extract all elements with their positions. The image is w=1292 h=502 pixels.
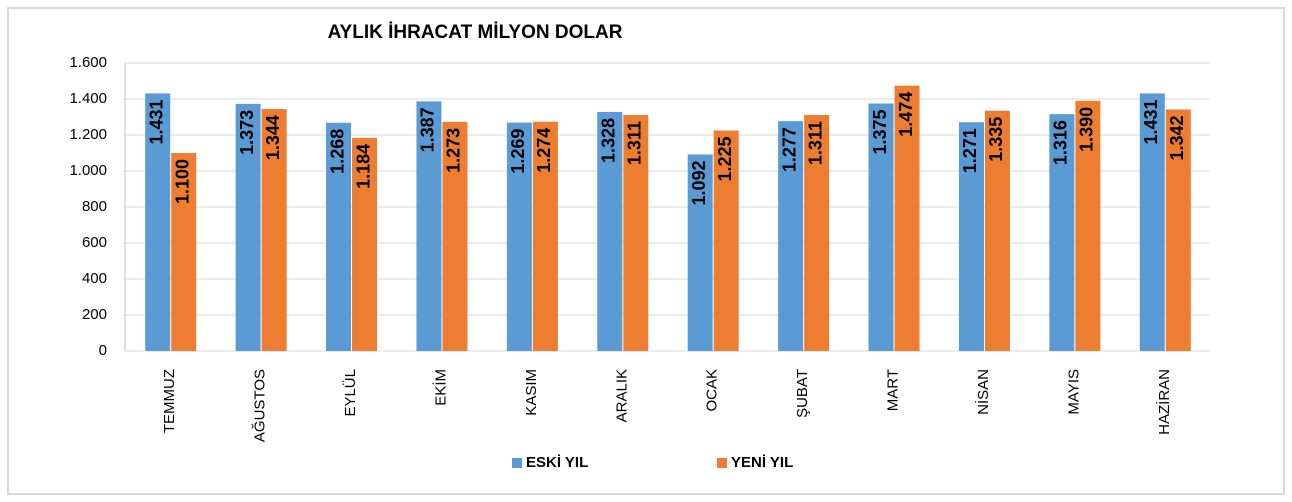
bar: [713, 130, 739, 351]
bar: [532, 121, 558, 352]
bar: [894, 85, 920, 352]
data-label: 1.387: [418, 107, 438, 152]
x-tick-label: EYLÜL: [341, 369, 359, 417]
bar: [778, 121, 804, 351]
data-label: 1.342: [1167, 115, 1187, 160]
bar: [416, 101, 442, 351]
x-tick-label: MAYIS: [1065, 369, 1082, 415]
x-tick-label: MART: [885, 369, 902, 411]
bar: [1139, 93, 1165, 352]
data-label: 1.100: [172, 159, 192, 204]
data-label: 1.277: [779, 127, 799, 172]
data-label: 1.274: [534, 128, 554, 173]
bar: [623, 115, 649, 352]
bar: [1049, 114, 1075, 352]
y-tick-label: 1.600: [69, 54, 107, 71]
data-label: 1.311: [625, 121, 645, 165]
legend-label: ESKİ YIL: [526, 454, 588, 471]
bar: [171, 153, 197, 351]
data-label: 1.316: [1051, 120, 1071, 165]
data-label: 1.184: [353, 144, 373, 189]
x-tick-label: HAZİRAN: [1155, 369, 1173, 435]
data-label: 1.092: [689, 160, 709, 205]
legend-label: YENİ YIL: [731, 454, 793, 471]
y-tick-label: 1.000: [69, 162, 107, 179]
legend-swatch: [512, 458, 522, 468]
bar: [868, 103, 894, 351]
x-tick-label: OCAK: [704, 369, 721, 412]
data-label: 1.344: [263, 115, 283, 160]
data-label: 1.431: [1141, 99, 1161, 144]
data-label: 1.225: [715, 137, 735, 182]
y-tick-label: 1.400: [69, 90, 107, 107]
y-tick-label: 800: [82, 198, 107, 215]
x-tick-label: AĞUSTOS: [252, 369, 269, 442]
bar: [958, 122, 984, 351]
data-label: 1.390: [1077, 107, 1097, 152]
chart-title: AYLIK İHRACAT MİLYON DOLAR: [328, 22, 623, 43]
data-label: 1.474: [896, 92, 916, 137]
bar: [506, 122, 532, 351]
x-tick-label: TEMMUZ: [161, 369, 178, 433]
x-tick-label: ARALIK: [613, 369, 630, 422]
y-tick-label: 600: [82, 234, 107, 251]
data-label: 1.373: [237, 110, 257, 155]
bar: [687, 154, 713, 351]
bar: [1165, 109, 1191, 351]
data-label: 1.335: [986, 117, 1006, 162]
data-label: 1.431: [146, 99, 166, 144]
x-tick-label: EKİM: [431, 369, 449, 406]
bar: [984, 110, 1010, 351]
bar: [326, 122, 352, 351]
data-label: 1.273: [444, 128, 464, 173]
bar: [145, 93, 171, 352]
x-tick-label: ŞUBAT: [794, 369, 811, 418]
data-label: 1.375: [870, 110, 890, 155]
y-tick-label: 1.200: [69, 126, 107, 143]
data-label: 1.271: [960, 128, 980, 173]
bar: [804, 115, 830, 352]
y-tick-label: 400: [82, 270, 107, 287]
bar: [597, 111, 623, 352]
bar: [261, 109, 287, 351]
data-label: 1.269: [508, 129, 528, 174]
y-tick-label: 0: [99, 342, 107, 359]
x-tick-label: KASIM: [523, 369, 540, 416]
bar: [442, 121, 468, 351]
data-label: 1.311: [805, 121, 825, 165]
data-label: 1.268: [327, 129, 347, 174]
x-tick-label: NİSAN: [974, 369, 992, 415]
data-label: 1.328: [599, 118, 619, 163]
bar: [352, 137, 378, 351]
bar: [235, 103, 261, 351]
y-tick-label: 200: [82, 306, 107, 323]
legend-swatch: [717, 458, 727, 468]
bar: [1075, 100, 1101, 351]
